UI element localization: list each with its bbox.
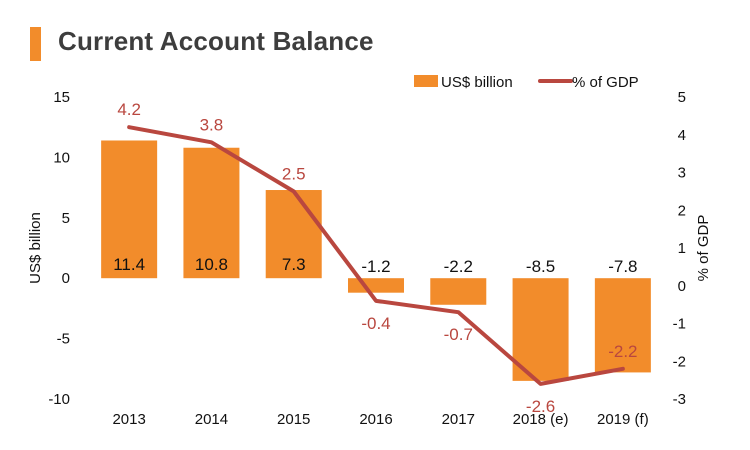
x-tick-label: 2014 [195, 411, 228, 428]
bar [430, 278, 487, 305]
right-tick-label: -3 [673, 391, 686, 408]
right-tick-label: 2 [678, 202, 686, 219]
x-tick-label: 2013 [112, 411, 145, 428]
bar-value-label: 10.8 [195, 255, 228, 274]
bar-value-label: -2.2 [444, 257, 473, 276]
right-tick-label: 1 [678, 240, 686, 257]
bar-series [101, 140, 651, 381]
left-tick-label: -5 [57, 331, 70, 348]
legend-bar-label: US$ billion [441, 74, 513, 91]
bar [265, 190, 322, 279]
right-axis: 5 4 3 2 1 0 -1 -2 -3 % of GDP [673, 89, 712, 408]
chart-title: Current Account Balance [58, 26, 374, 56]
left-tick-label: 10 [53, 149, 70, 166]
right-tick-label: 0 [678, 278, 686, 295]
bar-value-label: 11.4 [113, 255, 145, 274]
line-series [127, 125, 625, 386]
legend-line-label: % of GDP [572, 74, 639, 91]
left-axis-title: US$ billion [27, 212, 44, 284]
line-path [127, 125, 625, 386]
x-tick-label: 2018 (e) [513, 411, 569, 428]
line-value-label: -2.2 [608, 342, 637, 361]
x-tick-label: 2019 (f) [597, 411, 649, 428]
bar [348, 278, 404, 293]
right-tick-label: 4 [678, 127, 686, 144]
title-accent-bar [30, 27, 41, 61]
legend-bar-swatch [414, 75, 438, 87]
bar [594, 278, 651, 373]
left-tick-label: 0 [62, 270, 70, 287]
x-tick-label: 2017 [442, 411, 475, 428]
line-value-label: -0.4 [361, 314, 390, 333]
right-tick-label: 5 [678, 89, 686, 106]
x-axis: 2013 2014 2015 2016 2017 2018 (e) 2019 (f) [112, 411, 648, 428]
bar [512, 278, 569, 381]
bar [101, 140, 158, 279]
line-value-label: -2.6 [526, 397, 555, 416]
line-value-label: -0.7 [444, 325, 473, 344]
bar-value-label: 7.3 [282, 255, 306, 274]
left-tick-label: 5 [62, 210, 70, 227]
bar-value-label: -8.5 [526, 257, 555, 276]
left-axis: 15 10 5 0 -5 -10 US$ billion [27, 89, 70, 408]
left-tick-label: -10 [48, 391, 70, 408]
line-value-label: 4.2 [117, 100, 141, 119]
left-tick-label: 15 [53, 89, 70, 106]
bar-value-label: -1.2 [361, 257, 390, 276]
x-tick-label: 2015 [277, 411, 310, 428]
right-tick-label: 3 [678, 165, 686, 182]
right-tick-label: -1 [673, 316, 686, 333]
x-tick-label: 2016 [359, 411, 392, 428]
bar [183, 147, 240, 279]
line-value-label: 2.5 [282, 164, 306, 183]
line-value-label: 3.8 [200, 115, 224, 134]
data-labels: 11.4 10.8 7.3 -1.2 -2.2 -8.5 -7.8 4.2 3.8 2.5 -0.4… [113, 100, 637, 416]
legend: US$ billion % of GDP [414, 74, 639, 91]
right-axis-title: % of GDP [695, 215, 712, 282]
bar-value-label: -7.8 [608, 257, 637, 276]
right-tick-label: -2 [673, 353, 686, 370]
